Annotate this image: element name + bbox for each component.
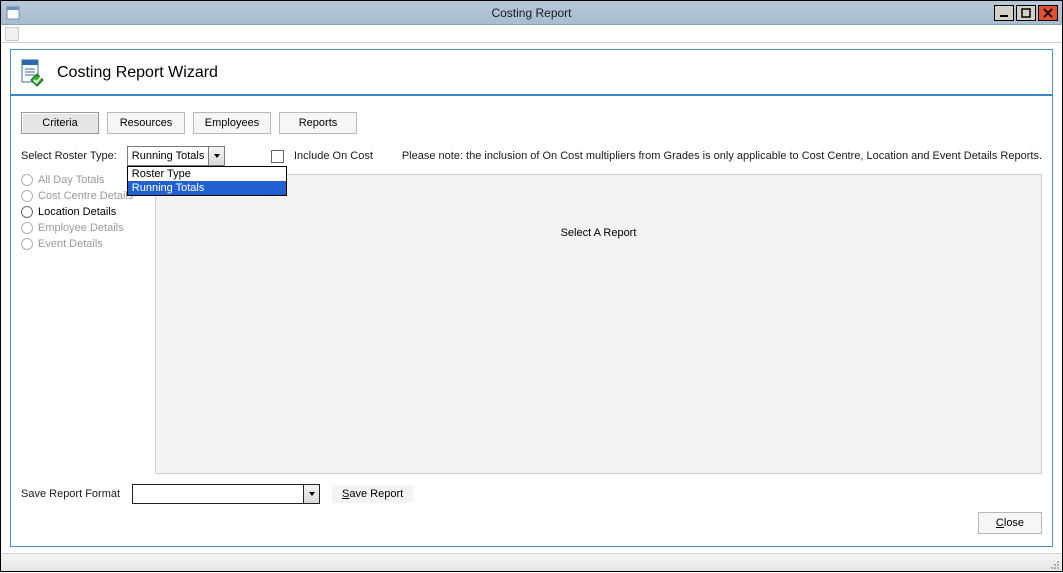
criteria-top-row: Select Roster Type: Running Totals Roste…: [21, 142, 1042, 174]
wizard-icon: [19, 58, 49, 88]
include-on-cost-checkbox[interactable]: [271, 150, 284, 163]
criteria-area: Select Roster Type: Running Totals Roste…: [11, 140, 1052, 546]
tab-employees[interactable]: Employees: [193, 112, 271, 134]
roster-type-option-selected[interactable]: Running Totals: [128, 181, 286, 195]
option-label: Roster Type: [132, 168, 191, 180]
radio-label: Employee Details: [38, 222, 124, 234]
costing-report-window: Costing Report: [0, 0, 1063, 572]
radio-icon: [21, 222, 33, 234]
roster-type-dropdown-list: Roster Type Running Totals: [127, 166, 287, 196]
radio-icon: [21, 238, 33, 250]
radio-icon: [21, 190, 33, 202]
window-controls: [994, 5, 1062, 21]
on-cost-note: Please note: the inclusion of On Cost mu…: [402, 150, 1042, 162]
footer-row: Close: [21, 506, 1042, 538]
menu-icon[interactable]: [5, 27, 19, 41]
radio-location-details[interactable]: Location Details: [21, 206, 151, 218]
chevron-down-icon[interactable]: [208, 147, 224, 165]
include-on-cost-label: Include On Cost: [294, 150, 373, 162]
tab-criteria[interactable]: Criteria: [21, 112, 99, 134]
save-row: Save Report Format Save Report: [21, 474, 1042, 506]
option-label: Running Totals: [132, 182, 205, 194]
content-panel: Costing Report Wizard Criteria Resources…: [10, 49, 1053, 547]
radio-icon: [21, 206, 33, 218]
menu-strip: [1, 25, 1062, 43]
tab-reports[interactable]: Reports: [279, 112, 357, 134]
button-label-rest: lose: [1004, 517, 1024, 529]
tab-label: Employees: [205, 117, 259, 129]
mnemonic: C: [996, 517, 1004, 529]
app-icon: [5, 5, 21, 21]
save-format-combo[interactable]: [132, 484, 320, 504]
radio-label: All Day Totals: [38, 174, 104, 186]
radio-label: Event Details: [38, 238, 103, 250]
tab-resources[interactable]: Resources: [107, 112, 185, 134]
wizard-header: Costing Report Wizard: [11, 50, 1052, 96]
tab-label: Reports: [299, 117, 338, 129]
minimize-button[interactable]: [994, 5, 1014, 21]
roster-type-combo[interactable]: Running Totals Roster Type Running Total…: [127, 146, 226, 166]
statusbar: [1, 553, 1062, 571]
report-type-radios: All Day Totals Cost Centre Details Locat…: [21, 174, 151, 474]
close-window-button[interactable]: [1038, 5, 1058, 21]
criteria-middle: All Day Totals Cost Centre Details Locat…: [21, 174, 1042, 474]
close-button[interactable]: Close: [978, 512, 1042, 534]
save-report-button[interactable]: Save Report: [332, 485, 413, 503]
radio-employee-details: Employee Details: [21, 222, 151, 234]
titlebar: Costing Report: [1, 1, 1062, 25]
report-preview-placeholder: Select A Report: [561, 227, 637, 239]
tab-label: Resources: [120, 117, 173, 129]
radio-label: Location Details: [38, 206, 116, 218]
radio-event-details: Event Details: [21, 238, 151, 250]
report-preview-panel: Select A Report: [155, 174, 1042, 474]
button-label-rest: ave Report: [349, 488, 403, 500]
window-title: Costing Report: [1, 6, 1062, 20]
wizard-title: Costing Report Wizard: [57, 64, 218, 82]
roster-type-option[interactable]: Roster Type: [128, 167, 286, 181]
chevron-down-icon[interactable]: [303, 485, 319, 503]
select-roster-type-label: Select Roster Type:: [21, 150, 117, 162]
resize-grip-icon[interactable]: [1048, 558, 1060, 570]
roster-type-value: Running Totals: [128, 150, 209, 162]
tabs-row: Criteria Resources Employees Reports: [11, 96, 1052, 140]
radio-icon: [21, 174, 33, 186]
tab-label: Criteria: [42, 117, 77, 129]
radio-label: Cost Centre Details: [38, 190, 133, 202]
maximize-button[interactable]: [1016, 5, 1036, 21]
save-report-format-label: Save Report Format: [21, 488, 120, 500]
